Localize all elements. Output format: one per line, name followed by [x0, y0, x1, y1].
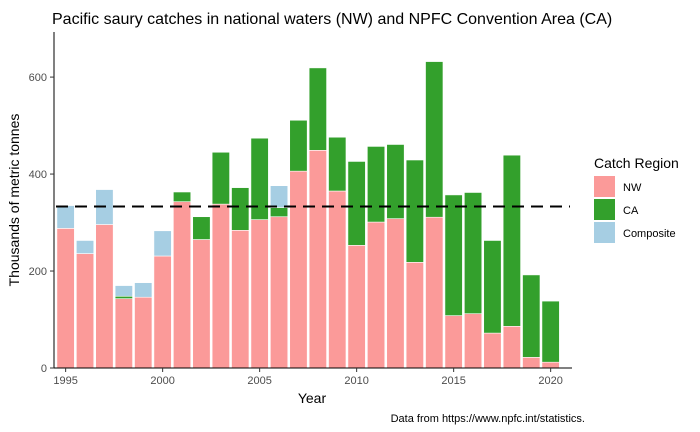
bar-1998-ca [114, 295, 133, 299]
bar-2004-nw [231, 230, 250, 369]
bar-2012-ca [386, 144, 405, 219]
bar-2017-nw [483, 332, 502, 369]
bar-1998-nw [114, 298, 133, 369]
bar-2009-nw [328, 190, 347, 369]
bar-2001-ca [173, 191, 192, 202]
bar-2009-ca [328, 136, 347, 192]
y-axis-title: Thousands of metric tonnes [6, 114, 22, 287]
legend-swatch-nw [594, 176, 615, 197]
bar-2004-ca [231, 187, 250, 231]
bar-2018-ca [502, 154, 521, 327]
bar-2014-ca [425, 61, 444, 218]
bar-2007-ca [289, 119, 308, 172]
bar-2005-ca [250, 137, 269, 220]
bar-1999-nw [134, 296, 153, 369]
x-tick-label-1995: 1995 [53, 375, 77, 387]
bar-1995-nw [56, 228, 75, 369]
bar-1995-composite [56, 205, 75, 229]
bar-2006-nw [270, 216, 289, 369]
bar-1999-composite [134, 282, 153, 298]
bar-2015-nw [444, 315, 463, 369]
y-tick-label-0: 0 [41, 363, 47, 375]
bar-2002-ca [192, 216, 211, 240]
bar-2012-nw [386, 218, 405, 369]
bar-2006-ca [270, 207, 289, 218]
bar-2000-composite [153, 230, 172, 257]
y-tick-label-400: 400 [29, 169, 47, 181]
bar-1998-composite [114, 285, 133, 297]
bar-2010-nw [347, 245, 366, 369]
bar-2019-ca [522, 274, 541, 358]
chart-caption: Data from https://www.npfc.int/statistic… [391, 413, 585, 425]
bar-2005-nw [250, 219, 269, 369]
x-axis-title: Year [298, 390, 327, 406]
bars-group [56, 61, 560, 369]
legend: Catch Region NW CA Composite [594, 155, 679, 243]
legend-swatch-ca [594, 199, 615, 220]
bar-2002-nw [192, 239, 211, 369]
bar-2010-ca [347, 161, 366, 246]
x-tick-label-2005: 2005 [247, 375, 271, 387]
bar-2003-nw [211, 203, 230, 369]
bar-2008-nw [308, 150, 327, 369]
bar-1996-composite [76, 240, 95, 254]
y-ticks: 0 200 400 600 [29, 72, 54, 375]
bar-2003-ca [211, 151, 230, 205]
x-ticks: 1995 2000 2005 2010 2015 2020 [53, 368, 563, 387]
bar-2015-ca [444, 194, 463, 316]
y-tick-label-200: 200 [29, 266, 47, 278]
bar-2019-nw [522, 357, 541, 369]
bar-2020-ca [541, 300, 560, 363]
bar-2018-nw [502, 325, 521, 369]
legend-label-nw: NW [623, 182, 642, 194]
legend-title: Catch Region [594, 155, 679, 171]
bar-2020-nw [541, 361, 560, 369]
bar-2011-ca [367, 146, 386, 223]
x-tick-label-2020: 2020 [538, 375, 562, 387]
chart-title: Pacific saury catches in national waters… [52, 11, 612, 28]
bar-1997-nw [95, 224, 114, 369]
bar-2013-nw [405, 261, 424, 369]
bar-2006-composite [270, 185, 289, 208]
bar-2001-nw [173, 201, 192, 369]
y-tick-label-600: 600 [29, 72, 47, 84]
x-tick-label-2015: 2015 [441, 375, 465, 387]
bar-2016-ca [464, 192, 483, 314]
x-tick-label-2000: 2000 [150, 375, 174, 387]
bar-2008-ca [308, 67, 327, 151]
bar-2000-nw [153, 255, 172, 369]
legend-label-composite: Composite [623, 228, 676, 240]
bar-1996-nw [76, 253, 95, 369]
legend-swatch-composite [594, 222, 615, 243]
bar-2013-ca [405, 159, 424, 263]
bar-2014-nw [425, 216, 444, 369]
x-tick-label-2010: 2010 [344, 375, 368, 387]
bar-2017-ca [483, 240, 502, 334]
bar-2011-nw [367, 221, 386, 369]
bar-2016-nw [464, 313, 483, 369]
bar-2007-nw [289, 170, 308, 369]
legend-label-ca: CA [623, 205, 639, 217]
